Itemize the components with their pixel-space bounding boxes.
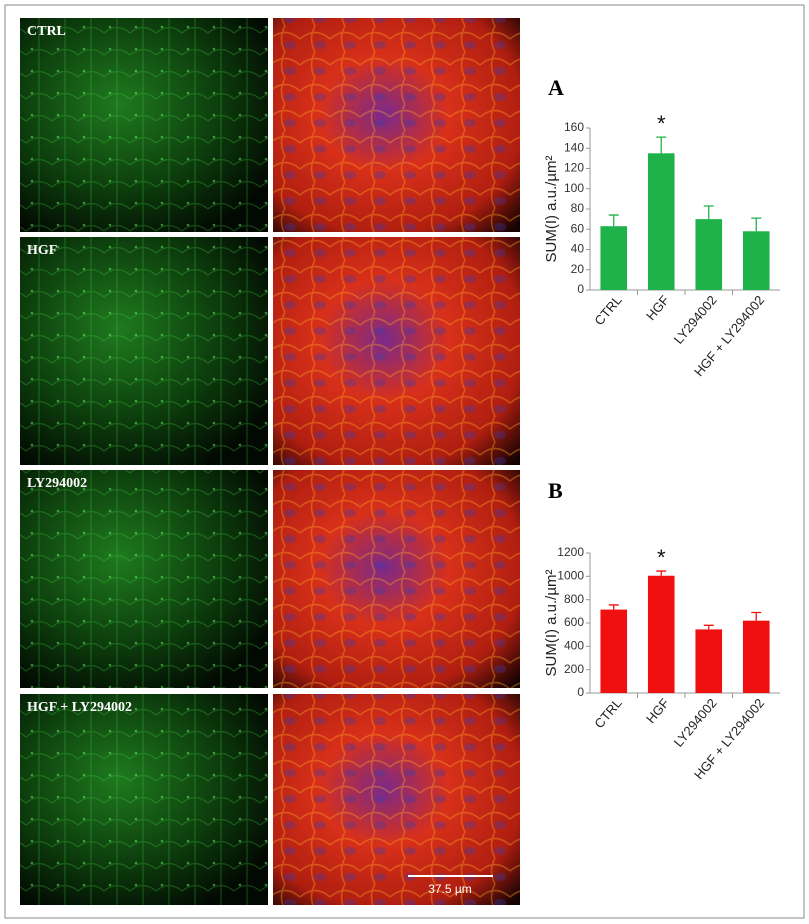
y-axis-label: SUM(I) a.u./µm² (543, 156, 560, 263)
y-tick-label: 80 (571, 201, 585, 215)
error-bar (751, 217, 762, 232)
bar (600, 609, 628, 693)
error-bar (608, 604, 619, 610)
y-axis-label: SUM(I) a.u./µm² (543, 570, 560, 677)
panel-label: HGF (27, 243, 57, 258)
scale-bar-label: 37.5 µm (428, 882, 472, 896)
error-bar (656, 136, 667, 154)
y-tick-label: 160 (564, 120, 584, 134)
y-tick-label: 60 (571, 221, 585, 235)
green-texture (20, 18, 268, 232)
error-bar (751, 611, 762, 621)
bar (695, 629, 723, 693)
y-tick-label: 40 (571, 242, 585, 256)
red-texture (273, 237, 520, 465)
panel-letter: A (548, 75, 564, 100)
green-texture (20, 470, 268, 688)
green-texture (20, 694, 268, 905)
red-texture (273, 18, 520, 232)
panel-letter: B (548, 478, 563, 503)
panel-label: CTRL (27, 24, 66, 39)
bar (647, 575, 675, 693)
y-tick-label: 140 (564, 140, 584, 154)
y-tick-label: 200 (564, 662, 584, 676)
y-tick-label: 100 (564, 181, 584, 195)
red-texture (273, 694, 520, 905)
significance-mark: * (657, 545, 666, 570)
y-tick-label: 1200 (557, 545, 584, 559)
bar (647, 153, 675, 290)
bar (600, 226, 628, 290)
red-texture (273, 470, 520, 688)
green-texture (20, 237, 268, 465)
y-tick-label: 1000 (557, 569, 584, 583)
y-tick-label: 0 (577, 685, 584, 699)
y-tick-label: 120 (564, 161, 584, 175)
y-tick-label: 800 (564, 592, 584, 606)
y-tick-label: 20 (571, 262, 585, 276)
y-tick-label: 400 (564, 639, 584, 653)
bar (742, 620, 770, 693)
error-bar (608, 214, 619, 227)
y-tick-label: 0 (577, 282, 584, 296)
panel-label: LY294002 (27, 476, 87, 491)
bar (695, 219, 723, 290)
panel-label: HGF + LY294002 (27, 700, 132, 715)
error-bar (703, 624, 714, 630)
bar (742, 231, 770, 290)
error-bar (656, 570, 667, 576)
significance-mark: * (657, 111, 666, 136)
error-bar (703, 205, 714, 220)
y-tick-label: 600 (564, 615, 584, 629)
image-panels: CTRL HGF LY294002 HGF + LY294002 37.5 µm (20, 18, 520, 905)
